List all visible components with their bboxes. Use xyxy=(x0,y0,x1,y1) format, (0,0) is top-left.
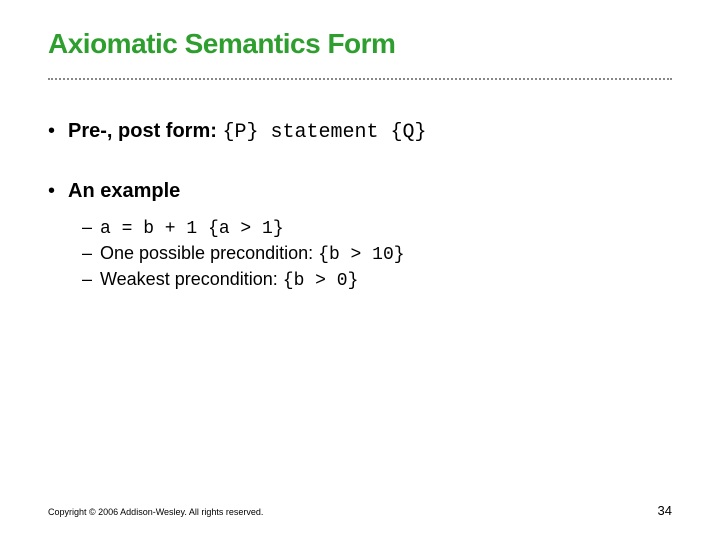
sub-code: {b > 10} xyxy=(318,245,404,265)
sub-prefix: One possible precondition: xyxy=(100,243,318,263)
sub-item: – Weakest precondition: {b > 0} xyxy=(82,269,672,291)
sub-text: Weakest precondition: {b > 0} xyxy=(100,269,358,291)
bullet-label: An example xyxy=(68,180,180,203)
sub-list: – a = b + 1 {a > 1} – One possible preco… xyxy=(82,217,672,291)
sub-marker: – xyxy=(82,269,100,290)
bullet-item: • An example xyxy=(48,180,672,203)
sub-item: – a = b + 1 {a > 1} xyxy=(82,217,672,239)
slide-title: Axiomatic Semantics Form xyxy=(48,28,672,60)
sub-marker: – xyxy=(82,243,100,264)
sub-code: {b > 0} xyxy=(283,271,359,291)
bullet-item: • Pre-, post form: {P} statement {Q} xyxy=(48,120,672,144)
copyright-text: Copyright © 2006 Addison-Wesley. All rig… xyxy=(48,507,263,517)
bullet-marker: • xyxy=(48,120,68,143)
title-divider xyxy=(48,78,672,80)
slide-container: Axiomatic Semantics Form • Pre-, post fo… xyxy=(0,0,720,540)
bullet-label: Pre-, post form: xyxy=(68,120,217,142)
sub-item: – One possible precondition: {b > 10} xyxy=(82,243,672,265)
footer: Copyright © 2006 Addison-Wesley. All rig… xyxy=(48,503,672,518)
bullet-code: {P} statement {Q} xyxy=(222,121,426,144)
bullet-text: Pre-, post form: {P} statement {Q} xyxy=(68,120,427,144)
bullet-marker: • xyxy=(48,180,68,203)
sub-prefix: Weakest precondition: xyxy=(100,269,283,289)
page-number: 34 xyxy=(658,503,672,518)
sub-text: One possible precondition: {b > 10} xyxy=(100,243,405,265)
content-area: • Pre-, post form: {P} statement {Q} • A… xyxy=(48,120,672,291)
sub-code: a = b + 1 {a > 1} xyxy=(100,219,284,239)
sub-marker: – xyxy=(82,217,100,238)
sub-text: a = b + 1 {a > 1} xyxy=(100,217,284,239)
